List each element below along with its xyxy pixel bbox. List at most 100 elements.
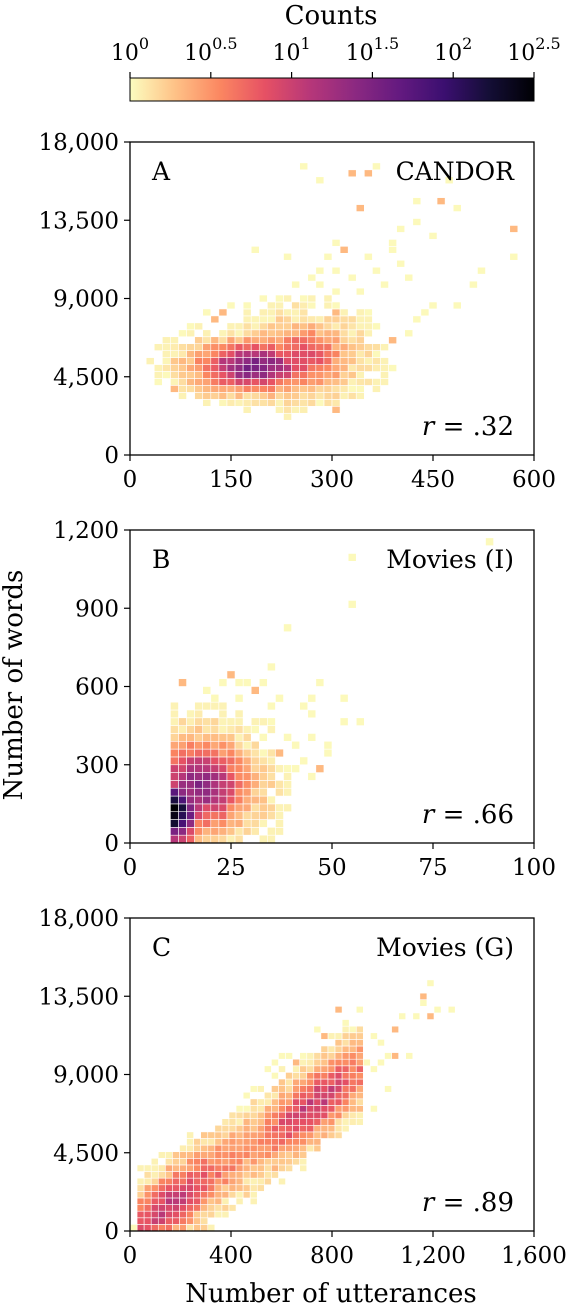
heatmap-cell (250, 780, 260, 789)
x-tick-label: 75 (418, 855, 447, 881)
heatmap-cell (226, 364, 236, 372)
heatmap-cell (307, 399, 317, 407)
heatmap-cell (234, 827, 244, 836)
heatmap-cell (242, 795, 252, 805)
heatmap-cell (221, 1138, 230, 1146)
heatmap-cell (179, 1210, 187, 1219)
heatmap-cell (267, 301, 276, 310)
heatmap-cell (327, 1052, 336, 1060)
heatmap-cell (170, 385, 179, 393)
heatmap-cell (377, 1039, 385, 1047)
heatmap-cell (221, 1171, 230, 1179)
heatmap-cell (256, 1171, 265, 1179)
heatmap-cell (186, 787, 195, 797)
heatmap-cell (242, 678, 252, 687)
heatmap-cell (157, 1224, 166, 1232)
heatmap-cell (256, 1151, 265, 1159)
heatmap-cell (207, 1138, 216, 1146)
heatmap-cell (258, 343, 268, 351)
heatmap-cell (242, 308, 252, 317)
heatmap-cell (242, 1191, 251, 1199)
heatmap-cell (347, 553, 357, 562)
heatmap-cell (193, 1171, 202, 1179)
heatmap-cell (509, 225, 519, 233)
heatmap-cell (193, 1217, 202, 1225)
heatmap-cell (331, 378, 341, 386)
heatmap-cell (267, 780, 276, 789)
colorbar-tick-label: 101 (273, 34, 311, 66)
heatmap-cell (299, 1058, 308, 1067)
heatmap-cell (275, 787, 284, 797)
heatmap-cell (178, 748, 187, 758)
heatmap-cell (256, 1118, 265, 1126)
heatmap-cell (234, 756, 244, 766)
heatmap-cell (299, 1158, 308, 1166)
heatmap-cell (249, 1105, 258, 1113)
heatmap-cell (172, 1164, 180, 1172)
heatmap-cell (339, 717, 349, 726)
heatmap-cell (250, 357, 260, 365)
heatmap-cell (242, 756, 252, 766)
heatmap-cell (136, 1204, 145, 1212)
heatmap-cell (291, 406, 300, 414)
heatmap-cell (433, 1006, 442, 1014)
heatmap-cell (275, 827, 284, 836)
heatmap-cell (235, 1158, 244, 1166)
heatmap-cell (178, 772, 187, 781)
heatmap-cell (242, 764, 252, 773)
heatmap-cell (267, 764, 276, 773)
heatmap-cell (186, 819, 195, 828)
heatmap-cell (207, 1131, 216, 1139)
heatmap-cell (355, 1058, 364, 1067)
heatmap-cell (355, 357, 365, 365)
heatmap-cell (170, 364, 179, 372)
heatmap-cell (256, 1085, 265, 1093)
heatmap-cell (194, 701, 204, 711)
heatmap-cell (331, 343, 341, 351)
heatmap-cell (307, 385, 317, 393)
heatmap-cell (194, 756, 204, 766)
heatmap-cell (218, 717, 228, 726)
heatmap-cell (249, 1158, 258, 1166)
heatmap-cell (264, 1138, 272, 1146)
heatmap-cell (170, 350, 179, 358)
heatmap-cell (331, 357, 341, 365)
heatmap-cell (306, 1098, 315, 1106)
heatmap-cell (214, 1124, 223, 1133)
heatmap-cell (228, 1177, 237, 1186)
heatmap-cell (202, 399, 212, 407)
heatmap-cell (341, 1072, 350, 1080)
heatmap-cell (242, 1138, 251, 1146)
heatmap-cell (165, 1210, 173, 1219)
heatmap-cell (355, 336, 365, 345)
heatmap-cell (194, 803, 204, 813)
heatmap-cell (405, 1052, 414, 1060)
heatmap-cell (380, 280, 389, 289)
heatmap-cell (267, 322, 276, 331)
heatmap-cell (320, 1131, 329, 1139)
heatmap-cell (355, 1118, 364, 1126)
heatmap-cell (202, 811, 212, 820)
heatmap-cell (355, 322, 365, 331)
heatmap-cell (267, 343, 276, 351)
heatmap-cell (299, 1138, 308, 1146)
heatmap-cell (136, 1191, 145, 1199)
heatmap-cell (299, 378, 309, 386)
heatmap-cell (202, 803, 212, 813)
heatmap-cell (355, 1078, 364, 1086)
heatmap-cell (172, 1151, 180, 1159)
heatmap-cell (347, 315, 357, 324)
heatmap-cell (234, 350, 244, 358)
heatmap-cell (186, 733, 195, 742)
heatmap-cell (242, 1184, 251, 1192)
heatmap-cell (234, 819, 244, 828)
heatmap-cell (348, 1098, 357, 1106)
heatmap-cell (228, 1118, 237, 1126)
heatmap-cell (172, 1204, 180, 1212)
heatmap-cell (242, 1144, 251, 1153)
heatmap-cell (143, 1224, 152, 1232)
heatmap-cell (509, 252, 519, 261)
heatmap-cell (200, 1177, 209, 1186)
heatmap-cell (292, 1085, 300, 1093)
heatmap-cell (136, 1197, 145, 1205)
